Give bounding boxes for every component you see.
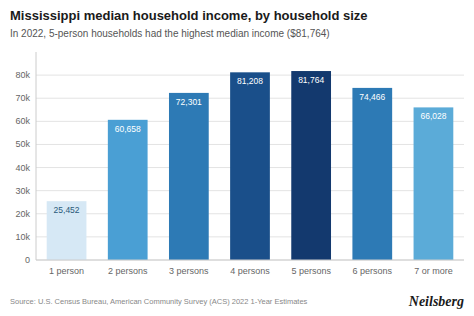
chart: Mississippi median household income, by … <box>0 0 474 316</box>
grid-line <box>36 260 464 261</box>
x-tick-label: 3 persons <box>169 266 209 276</box>
x-tick-label: 5 persons <box>291 266 331 276</box>
data-label: 81,208 <box>237 76 263 86</box>
x-axis-line <box>36 260 464 261</box>
data-label: 25,452 <box>54 205 80 215</box>
bar <box>230 72 270 260</box>
y-tick-label: 0 <box>25 255 30 265</box>
x-tick-label: 6 persons <box>353 266 393 276</box>
data-labels: 25,452 60,658 72,301 81,208 81,764 74,466 66,0… <box>54 75 447 215</box>
y-tick-label: 20k <box>15 209 30 219</box>
x-tick-label: 2 persons <box>108 266 148 276</box>
subtitle: In 2022, 5-person households had the hig… <box>10 28 330 39</box>
bar <box>47 201 87 260</box>
source: Source: U.S. Census Bureau, American Com… <box>10 297 308 306</box>
background <box>0 0 474 316</box>
y-tick-label: 40k <box>15 163 30 173</box>
y-tick-label: 10k <box>15 232 30 242</box>
data-label: 66,028 <box>420 111 446 121</box>
title: Mississippi median household income, by … <box>10 8 368 23</box>
x-tick-label: 4 persons <box>230 266 270 276</box>
data-label: 81,764 <box>298 75 324 85</box>
x-tick-label: 7 or more <box>414 266 453 276</box>
data-label: 72,301 <box>176 97 202 107</box>
data-label: 74,466 <box>359 92 385 102</box>
branding: Neilsberg <box>408 294 464 309</box>
y-tick-label: 50k <box>15 139 30 149</box>
bar <box>414 107 454 260</box>
y-tick-label: 30k <box>15 186 30 196</box>
y-tick-label: 70k <box>15 93 30 103</box>
bar <box>108 120 148 260</box>
y-axis-line <box>36 52 37 260</box>
bar <box>291 71 331 260</box>
y-tick-label: 60k <box>15 116 30 126</box>
data-label: 60,658 <box>115 124 141 134</box>
x-tick-label: 1 person <box>49 266 84 276</box>
chart-container: Mississippi median household income, by … <box>0 0 474 316</box>
bar <box>352 88 392 260</box>
y-tick-label: 80k <box>15 70 30 80</box>
bar <box>169 93 209 260</box>
bars <box>47 71 454 260</box>
